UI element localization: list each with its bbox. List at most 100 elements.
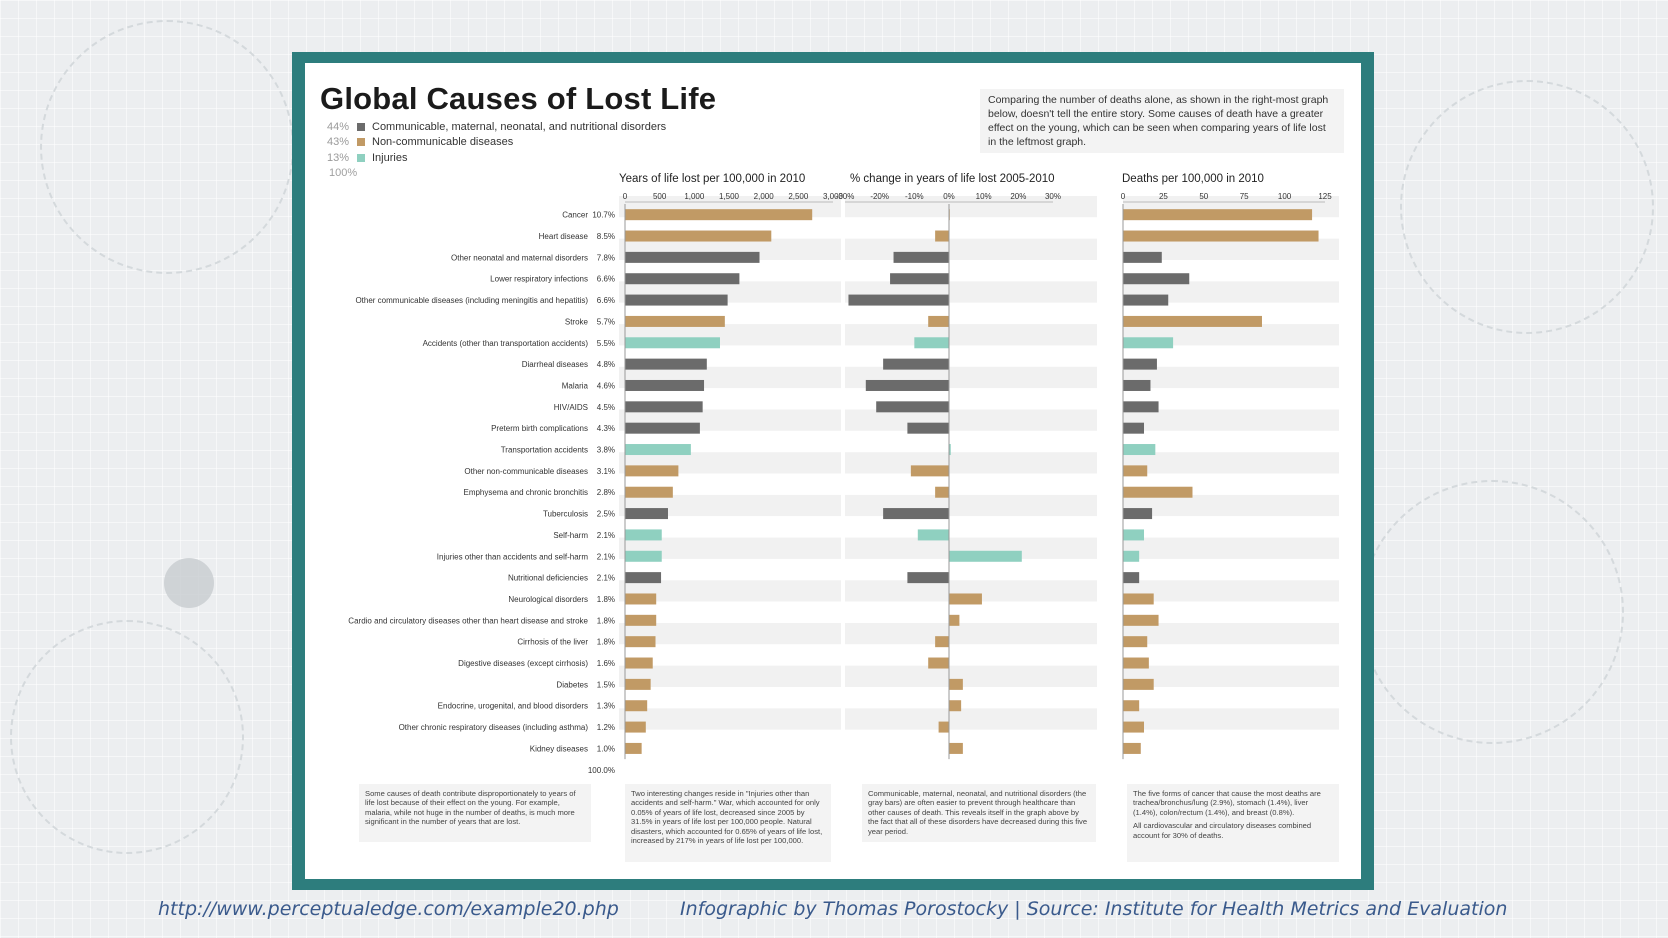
share-label: 5.5% [597,339,615,348]
deaths-bar [1123,486,1193,498]
yll-bar [625,508,668,520]
category-label: Other non-communicable diseases [464,467,588,476]
row-band [619,558,841,581]
deaths-bar [1123,742,1141,754]
row-band [845,452,1097,474]
row-band [1123,708,1339,730]
row-band [1123,430,1339,453]
legend-swatch-communicable [357,122,365,131]
row-band [845,409,1097,431]
legend-item: 44% Communicable, maternal, neonatal, an… [321,119,666,135]
share-label: 2.5% [597,510,615,519]
row-band [845,580,1097,602]
row-band [1123,729,1339,752]
change-bar [949,742,963,754]
deaths-bar [1123,636,1148,648]
share-label: 4.5% [597,403,615,412]
row-band [1123,601,1339,623]
tick-label: 0 [623,192,628,201]
row-band [1123,324,1339,346]
category-label: Emphysema and chronic bronchitis [463,488,588,497]
deaths-bar [1123,614,1159,626]
deaths-bar [1123,337,1174,349]
intro-text: Comparing the number of deaths alone, as… [980,89,1344,153]
row-band [845,601,1097,623]
panel-title: % change in years of life lost 2005-2010 [850,173,1055,185]
deaths-bar [1123,209,1313,221]
row-band [1123,537,1339,559]
row-band [845,473,1097,495]
yll-bar [625,657,653,669]
change-bar [883,358,949,370]
yll-bar [625,444,691,456]
share-label: 2.8% [597,488,615,497]
annotation-note-1: Some causes of death contribute dispropo… [359,784,591,842]
category-label: Digestive diseases (except cirrhosis) [458,659,588,668]
legend-item: 13% Injuries [321,150,666,166]
share-label: 2.1% [597,531,615,540]
tick-label: -10% [905,192,924,201]
share-label: 8.5% [597,232,615,241]
share-label: 1.8% [597,638,615,647]
category-label: HIV/AIDS [554,403,588,412]
row-band [1123,516,1339,538]
row-band [845,217,1097,239]
yll-bar [625,209,813,221]
change-bar [883,508,949,520]
row-band [1123,388,1339,410]
note-text: Two interesting changes reside in "Injur… [631,789,823,846]
yll-bar [625,593,657,605]
share-label: 10.7% [592,211,615,220]
yll-bar [625,315,725,327]
row-band [619,708,841,730]
row-band [1123,580,1339,602]
category-label: Other communicable diseases (including m… [355,296,588,305]
yll-bar [625,572,662,584]
category-label: Cancer [562,211,588,220]
share-label: 2.1% [597,574,615,583]
deaths-bar [1123,700,1140,712]
category-label: Nutritional deficiencies [508,574,588,583]
legend-total: 100% [329,167,358,180]
row-band [845,708,1097,730]
yll-bar [625,379,705,391]
category-label: Self-harm [553,531,588,540]
row-band [845,537,1097,559]
tick-label: 0 [1121,192,1126,201]
legend-pct: 13% [326,151,349,164]
row-band [845,238,1097,261]
deaths-bar [1123,401,1159,413]
change-bar [917,529,949,541]
yll-bar [625,529,662,541]
change-bar [935,486,949,498]
row-band [845,260,1097,282]
change-bar [876,401,949,413]
category-label: Endocrine, urogenital, and blood disorde… [438,702,588,711]
yll-bar [625,401,703,413]
deaths-bar [1123,508,1153,520]
row-band [1123,452,1339,474]
row-band [845,302,1097,325]
category-label: Neurological disorders [508,595,588,604]
tick-label: 75 [1240,192,1249,201]
row-band [1123,665,1339,688]
yll-bar [625,636,656,648]
change-bar [914,337,949,349]
footer-url[interactable]: http://www.perceptualedge.com/example20.… [158,898,619,920]
row-band [845,623,1097,645]
note-text: The five forms of cancer that cause the … [1133,789,1321,817]
annotation-note-3: Communicable, maternal, neonatal, and nu… [862,784,1096,842]
change-bar [935,636,949,648]
annotation-note-4: The five forms of cancer that cause the … [1127,784,1339,862]
category-label: Malaria [562,381,589,390]
share-total-label: 100.0% [588,766,615,775]
deaths-bar [1123,358,1157,370]
tick-label: 25 [1159,192,1168,201]
share-label: 1.2% [597,723,615,732]
row-band [619,601,841,623]
row-band [619,516,841,538]
footer-credit: Infographic by Thomas Porostocky | Sourc… [680,898,1508,920]
tick-label: 20% [1010,192,1026,201]
row-band [1123,687,1339,709]
deaths-bar [1123,422,1145,434]
